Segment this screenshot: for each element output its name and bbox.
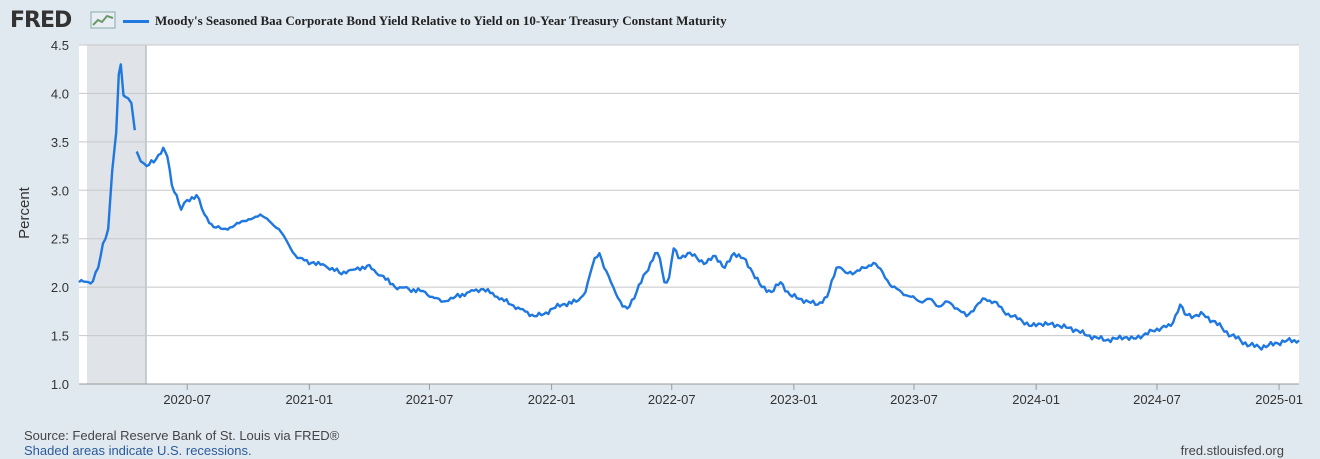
x-tick-label: 2022-07 [648,392,696,407]
x-tick-label: 2023-07 [890,392,938,407]
x-tick-label: 2022-01 [528,392,576,407]
y-axis-ticks: 1.0 1.5 2.0 2.5 3.0 3.5 4.0 4.5 [51,38,69,392]
y-tick-label: 4.5 [51,38,69,53]
plot-area [79,45,1299,384]
footer-recession-note: Shaded areas indicate U.S. recessions. [24,443,252,458]
y-tick-label: 2.0 [51,280,69,295]
x-axis-ticks: 2020-07 2021-01 2021-07 2022-01 2022-07 2023-… [79,383,1303,407]
x-tick-label: 2020-07 [163,392,211,407]
x-tick-label: 2023-01 [770,392,818,407]
fred-logo[interactable]: FRED [10,8,72,33]
series-line-segment [78,63,136,285]
x-tick-label: 2021-07 [406,392,454,407]
series-line-segment [135,146,1300,351]
x-tick-label: 2024-01 [1012,392,1060,407]
x-tick-label: 2024-07 [1133,392,1181,407]
y-axis-label: Percent [16,186,33,239]
plot-background [79,45,1299,384]
recession-shading-layer [86,45,147,384]
fred-logo-chart-icon [90,11,116,29]
y-tick-label: 3.5 [51,135,69,150]
footer-url[interactable]: fred.stlouisfed.org [1180,443,1284,458]
footer-source: Source: Federal Reserve Bank of St. Loui… [24,428,340,443]
y-tick-label: 2.5 [51,232,69,247]
legend-label: Moody's Seasoned Baa Corporate Bond Yiel… [155,13,727,28]
legend-swatch [123,19,149,23]
y-tick-label: 3.0 [51,183,69,198]
x-tick-label: 2025-01 [1255,392,1303,407]
x-tick-label: 2021-01 [285,392,333,407]
chart-header: FRED Moody's Seasoned Baa Corporate Bond… [0,0,1320,40]
y-tick-label: 1.5 [51,329,69,344]
y-tick-label: 4.0 [51,86,69,101]
chart-legend: Moody's Seasoned Baa Corporate Bond Yiel… [123,13,727,29]
y-tick-label: 1.0 [51,377,69,392]
series-layer [78,63,1300,351]
recession-shade [86,45,147,384]
